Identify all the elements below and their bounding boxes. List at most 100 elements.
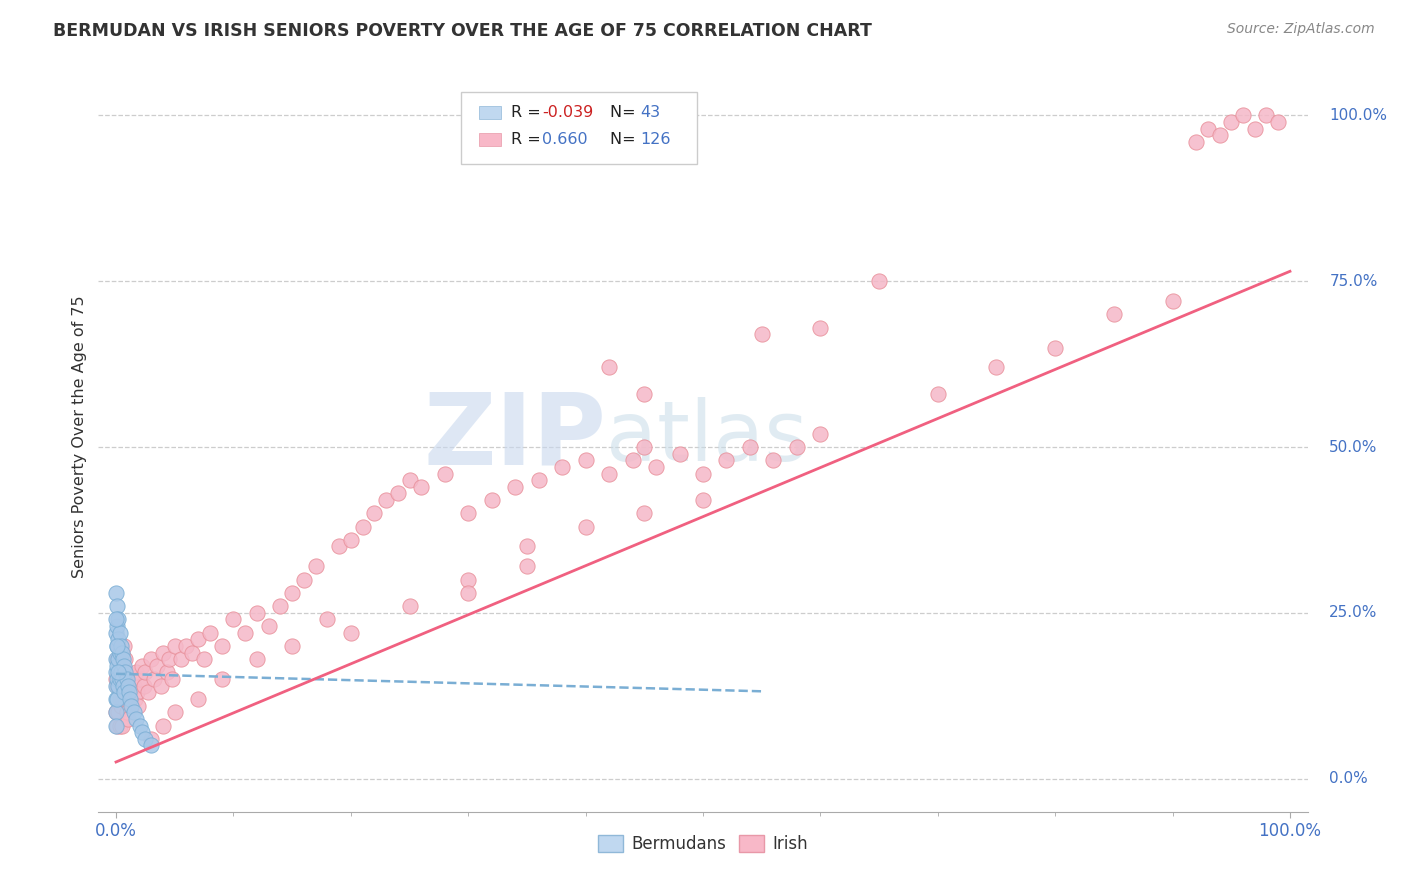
Point: [127, 698, 149, 713]
Point: [457, 586, 479, 600]
Point: [152, 646, 174, 660]
Point: [575, 453, 598, 467]
Point: [117, 672, 139, 686]
Point: [668, 447, 690, 461]
Text: 43: 43: [640, 105, 661, 120]
Point: [233, 625, 256, 640]
Point: [105, 639, 128, 653]
Point: [986, 360, 1008, 375]
Point: [176, 639, 198, 653]
Point: [481, 493, 503, 508]
Point: [141, 739, 163, 753]
Text: N=: N=: [610, 105, 641, 120]
Text: -0.039: -0.039: [543, 105, 593, 120]
Point: [111, 646, 134, 660]
Point: [105, 705, 128, 719]
Point: [257, 619, 280, 633]
Point: [112, 652, 135, 666]
Point: [457, 506, 479, 520]
Text: ZIP: ZIP: [423, 389, 606, 485]
Point: [503, 480, 526, 494]
Point: [105, 665, 128, 680]
Point: [108, 672, 131, 686]
Text: 50.0%: 50.0%: [1329, 440, 1378, 455]
Point: [112, 652, 135, 666]
Point: [927, 387, 949, 401]
Point: [105, 658, 128, 673]
Point: [105, 705, 128, 719]
Text: 0.0%: 0.0%: [1329, 771, 1368, 786]
Point: [112, 658, 135, 673]
FancyBboxPatch shape: [461, 93, 697, 163]
Point: [108, 625, 131, 640]
Point: [516, 559, 538, 574]
Point: [187, 632, 209, 647]
Point: [105, 679, 128, 693]
Point: [193, 652, 215, 666]
Point: [141, 652, 163, 666]
Point: [120, 692, 142, 706]
Point: [112, 685, 135, 699]
Point: [163, 639, 186, 653]
Point: [107, 652, 129, 666]
Point: [108, 658, 131, 673]
Point: [111, 646, 134, 660]
Point: [433, 467, 456, 481]
Point: [108, 692, 131, 706]
Point: [107, 679, 129, 693]
Point: [105, 692, 128, 706]
Point: [375, 493, 398, 508]
Text: R =: R =: [510, 132, 546, 147]
Point: [411, 480, 433, 494]
Point: [808, 320, 831, 334]
Point: [181, 646, 204, 660]
Point: [387, 486, 409, 500]
Point: [281, 586, 304, 600]
Point: [115, 672, 138, 686]
Point: [292, 573, 315, 587]
Text: 0.660: 0.660: [543, 132, 588, 147]
Point: [105, 672, 128, 686]
FancyBboxPatch shape: [479, 106, 501, 120]
Point: [363, 506, 385, 520]
Point: [1043, 341, 1066, 355]
Point: [211, 672, 233, 686]
Point: [117, 679, 139, 693]
Point: [146, 658, 169, 673]
Point: [112, 679, 135, 693]
Point: [105, 612, 128, 626]
Point: [269, 599, 291, 614]
Point: [118, 679, 141, 693]
Point: [117, 712, 139, 726]
Point: [1267, 115, 1289, 129]
Point: [328, 540, 350, 554]
Point: [163, 705, 186, 719]
Point: [121, 698, 143, 713]
Point: [134, 731, 156, 746]
Point: [598, 360, 620, 375]
Point: [108, 718, 131, 732]
Point: [169, 652, 191, 666]
Point: [1161, 294, 1184, 309]
Point: [1256, 108, 1278, 122]
Point: [122, 705, 145, 719]
Point: [110, 665, 132, 680]
Point: [198, 625, 221, 640]
Point: [127, 685, 149, 699]
Point: [142, 672, 165, 686]
Point: [114, 692, 136, 706]
Point: [111, 672, 134, 686]
Point: [107, 639, 129, 653]
Text: 100.0%: 100.0%: [1329, 108, 1388, 123]
Point: [107, 632, 129, 647]
Point: [398, 473, 420, 487]
Point: [1220, 115, 1243, 129]
Point: [598, 467, 620, 481]
Point: [633, 440, 655, 454]
Point: [738, 440, 761, 454]
Point: [107, 705, 129, 719]
Point: [281, 639, 304, 653]
Point: [122, 679, 145, 693]
Point: [105, 619, 128, 633]
Point: [105, 625, 128, 640]
